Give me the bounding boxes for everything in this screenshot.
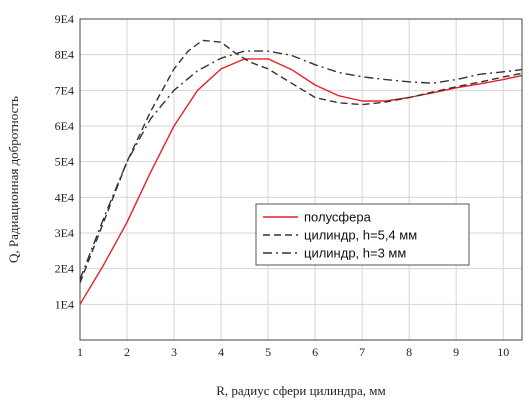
legend-label: цилиндр, h=5,4 мм: [304, 228, 417, 243]
legend-label: полусфера: [304, 210, 372, 225]
x-tick-label: 4: [218, 345, 224, 359]
x-tick-label: 3: [171, 345, 177, 359]
y-tick-label: 2E4: [55, 262, 74, 276]
y-tick-label: 8E4: [55, 48, 74, 62]
y-tick-label: 7E4: [55, 83, 74, 97]
series-line: [79, 39, 523, 284]
x-tick-label: 8: [406, 345, 412, 359]
legend-label: цилиндр, h=3 мм: [304, 246, 406, 261]
legend: полусфера цилиндр, h=5,4 мм цилиндр, h=3 м…: [255, 203, 470, 266]
x-tick-label: 5: [265, 345, 271, 359]
x-axis-label: R, радиус сфери цилиндра, мм: [216, 383, 386, 398]
x-tick-label: 6: [312, 345, 318, 359]
x-tick-labels: 1 2 3 4 5 6 7 8 9 10: [77, 345, 509, 359]
y-tick-label: 6E4: [55, 119, 74, 133]
y-tick-label: 9E4: [55, 12, 74, 26]
x-tick-label: 7: [359, 345, 365, 359]
series-group: [79, 39, 523, 305]
y-tick-label: 1E4: [55, 297, 74, 311]
x-tick-label: 9: [453, 345, 459, 359]
y-tick-label: 3E4: [55, 226, 74, 240]
x-tick-label: 2: [124, 345, 130, 359]
y-tick-label: 5E4: [55, 155, 74, 169]
series-line: [79, 58, 523, 305]
plot-area-frame: [79, 18, 523, 341]
grid: [79, 18, 522, 340]
x-tick-label: 1: [77, 345, 83, 359]
y-axis-label: Q, Радиационная добротность: [6, 96, 21, 263]
y-tick-labels: 1E4 2E4 3E4 4E4 5E4 6E4 7E4 8E4 9E4: [55, 12, 74, 311]
y-tick-label: 4E4: [55, 190, 74, 204]
x-tick-label: 10: [497, 345, 509, 359]
